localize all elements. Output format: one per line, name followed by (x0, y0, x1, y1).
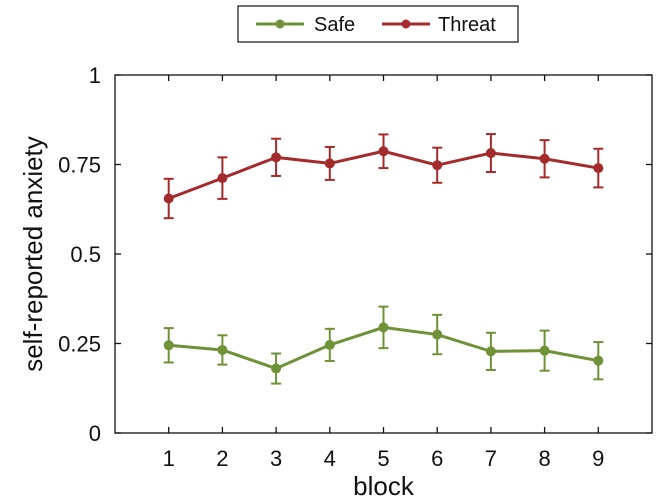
y-tick-label: 0 (89, 421, 101, 446)
x-tick-label: 8 (538, 446, 550, 471)
data-point-threat (432, 160, 443, 171)
data-point-safe (324, 339, 335, 350)
data-point-safe (432, 329, 443, 340)
data-point-threat (163, 193, 174, 204)
y-tick-label: 0.5 (70, 242, 101, 267)
data-point-safe (217, 344, 228, 355)
data-point-threat (539, 153, 550, 164)
x-tick-label: 4 (324, 446, 336, 471)
y-tick-label: 0.75 (58, 153, 101, 178)
data-point-threat (378, 146, 389, 157)
legend: Safe Threat (237, 5, 519, 43)
data-point-threat (485, 148, 496, 159)
data-point-threat (217, 173, 228, 184)
series-threat (163, 133, 604, 220)
legend-swatch-threat-marker (401, 19, 411, 29)
data-point-safe (539, 345, 550, 356)
data-point-safe (378, 322, 389, 333)
data-point-safe (163, 340, 174, 351)
x-tick-label: 1 (163, 446, 175, 471)
x-axis-title: block (353, 471, 415, 500)
x-tick-label: 9 (592, 446, 604, 471)
x-axis: 1 2 3 4 5 6 7 8 9 (163, 75, 604, 471)
data-point-threat (271, 152, 282, 163)
x-tick-label: 5 (377, 446, 389, 471)
legend-swatch-safe-marker (275, 19, 285, 29)
data-point-safe (485, 346, 496, 357)
series-layer (163, 133, 604, 385)
data-point-safe (593, 355, 604, 366)
y-axis-title: self-reported anxiety (18, 136, 48, 372)
legend-label-threat: Threat (438, 14, 496, 36)
x-tick-label: 6 (431, 446, 443, 471)
data-point-threat (593, 163, 604, 174)
data-point-threat (324, 158, 335, 169)
y-tick-label: 1 (89, 63, 101, 88)
series-safe (163, 305, 604, 385)
legend-item-threat: Threat (382, 14, 496, 36)
x-tick-label: 2 (216, 446, 228, 471)
plot-area-frame (114, 74, 653, 434)
x-tick-label: 7 (485, 446, 497, 471)
y-tick-label: 0.25 (58, 332, 101, 357)
x-tick-label: 3 (270, 446, 282, 471)
y-axis: 0 0.25 0.5 0.75 1 (58, 63, 652, 446)
legend-label-safe: Safe (314, 14, 355, 36)
data-point-safe (271, 363, 282, 374)
legend-item-safe: Safe (256, 14, 355, 36)
